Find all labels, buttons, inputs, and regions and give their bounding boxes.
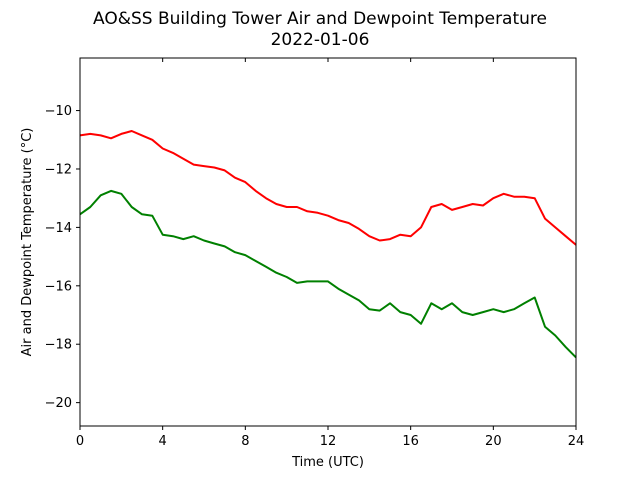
- y-tick-label--10: −10: [45, 104, 72, 119]
- y-tick-label--20: −20: [45, 396, 72, 411]
- chart-subtitle: 2022-01-06: [271, 30, 370, 50]
- y-axis-label: Air and Dewpoint Temperature (°C): [20, 128, 35, 357]
- x-axis-label: Time (UTC): [291, 455, 364, 470]
- x-tick-label-16: 16: [402, 434, 419, 449]
- y-tick-label--12: −12: [45, 162, 72, 177]
- y-tick-label--16: −16: [45, 279, 72, 294]
- chart-title: AO&SS Building Tower Air and Dewpoint Te…: [93, 9, 547, 29]
- x-tick-label-0: 0: [76, 434, 84, 449]
- x-tick-label-20: 20: [485, 434, 502, 449]
- plot-frame: [79, 57, 577, 427]
- y-tick-label--18: −18: [45, 338, 72, 353]
- x-ticks: 0 4 8 12 16 20 24: [76, 58, 584, 449]
- x-tick-label-24: 24: [568, 434, 585, 449]
- y-ticks: −20 −18 −16 −14 −12 −10: [45, 104, 80, 411]
- series-line-1: [79, 189, 577, 359]
- series-layer: [79, 130, 577, 359]
- x-tick-label-8: 8: [241, 434, 249, 449]
- y-tick-label--14: −14: [45, 221, 72, 236]
- series-line-0: [79, 130, 577, 246]
- x-tick-label-4: 4: [159, 434, 167, 449]
- x-tick-label-12: 12: [320, 434, 337, 449]
